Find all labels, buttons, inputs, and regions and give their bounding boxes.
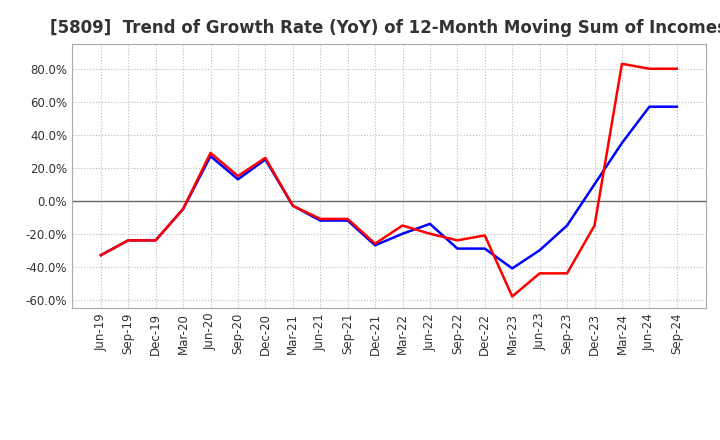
Net Income Growth Rate bbox=[316, 216, 325, 221]
Line: Net Income Growth Rate: Net Income Growth Rate bbox=[101, 64, 677, 297]
Ordinary Income Growth Rate bbox=[563, 223, 572, 228]
Net Income Growth Rate bbox=[672, 66, 681, 71]
Net Income Growth Rate bbox=[233, 173, 242, 179]
Ordinary Income Growth Rate bbox=[206, 154, 215, 159]
Ordinary Income Growth Rate bbox=[371, 243, 379, 248]
Ordinary Income Growth Rate bbox=[179, 206, 187, 212]
Ordinary Income Growth Rate bbox=[426, 221, 434, 227]
Ordinary Income Growth Rate bbox=[289, 203, 297, 208]
Net Income Growth Rate bbox=[398, 223, 407, 228]
Net Income Growth Rate bbox=[426, 231, 434, 236]
Ordinary Income Growth Rate bbox=[508, 266, 516, 271]
Line: Ordinary Income Growth Rate: Ordinary Income Growth Rate bbox=[101, 106, 677, 268]
Ordinary Income Growth Rate bbox=[124, 238, 132, 243]
Net Income Growth Rate bbox=[371, 241, 379, 246]
Ordinary Income Growth Rate bbox=[536, 248, 544, 253]
Ordinary Income Growth Rate bbox=[316, 218, 325, 223]
Net Income Growth Rate bbox=[206, 150, 215, 156]
Ordinary Income Growth Rate bbox=[590, 182, 599, 187]
Ordinary Income Growth Rate bbox=[151, 238, 160, 243]
Ordinary Income Growth Rate bbox=[453, 246, 462, 251]
Net Income Growth Rate bbox=[343, 216, 352, 221]
Net Income Growth Rate bbox=[563, 271, 572, 276]
Net Income Growth Rate bbox=[151, 238, 160, 243]
Ordinary Income Growth Rate bbox=[480, 246, 489, 251]
Ordinary Income Growth Rate bbox=[645, 104, 654, 109]
Ordinary Income Growth Rate bbox=[96, 253, 105, 258]
Net Income Growth Rate bbox=[508, 294, 516, 299]
Net Income Growth Rate bbox=[645, 66, 654, 71]
Net Income Growth Rate bbox=[536, 271, 544, 276]
Ordinary Income Growth Rate bbox=[343, 218, 352, 223]
Net Income Growth Rate bbox=[289, 203, 297, 208]
Ordinary Income Growth Rate bbox=[618, 140, 626, 146]
Ordinary Income Growth Rate bbox=[672, 104, 681, 109]
Net Income Growth Rate bbox=[453, 238, 462, 243]
Net Income Growth Rate bbox=[261, 155, 270, 161]
Net Income Growth Rate bbox=[179, 206, 187, 212]
Net Income Growth Rate bbox=[618, 61, 626, 66]
Ordinary Income Growth Rate bbox=[261, 157, 270, 162]
Ordinary Income Growth Rate bbox=[398, 231, 407, 236]
Net Income Growth Rate bbox=[590, 223, 599, 228]
Ordinary Income Growth Rate bbox=[233, 176, 242, 182]
Net Income Growth Rate bbox=[124, 238, 132, 243]
Title: [5809]  Trend of Growth Rate (YoY) of 12-Month Moving Sum of Incomes: [5809] Trend of Growth Rate (YoY) of 12-… bbox=[50, 19, 720, 37]
Net Income Growth Rate bbox=[96, 253, 105, 258]
Net Income Growth Rate bbox=[480, 233, 489, 238]
